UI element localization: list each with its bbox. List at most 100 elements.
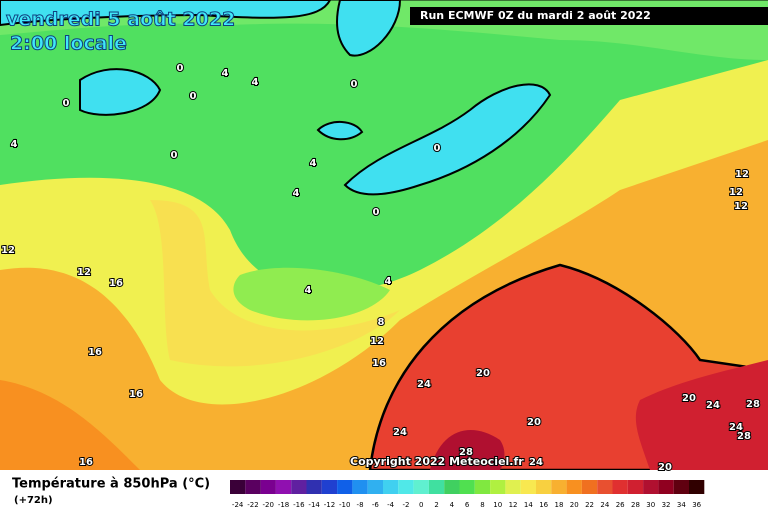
- legend-label: 22: [585, 501, 594, 509]
- green-pocket: [233, 267, 390, 321]
- legend-label: 24: [600, 501, 609, 509]
- legend-swatch: [612, 480, 628, 494]
- forecast-time: 2:00 locale: [10, 33, 127, 55]
- legend-label: 28: [631, 501, 640, 509]
- legend-swatch: [597, 480, 613, 494]
- cold-zone-iceland: [316, 121, 364, 141]
- legend-swatch: [367, 480, 383, 494]
- contour-label: 24: [706, 400, 720, 411]
- cold-zone-top: [0, 0, 332, 27]
- legend-label: 0: [419, 501, 423, 509]
- legend-swatch: [520, 480, 536, 494]
- deep-orange-zone: [0, 380, 140, 470]
- legend-label: 20: [570, 501, 579, 509]
- legend-swatch: [643, 480, 659, 494]
- contour-label: 0: [351, 79, 358, 90]
- copyright: Copyright 2022 Meteociel.fr: [350, 455, 524, 468]
- legend-label: 14: [524, 501, 533, 509]
- contour-label: 20: [658, 462, 672, 473]
- legend-swatch: [581, 480, 598, 494]
- contour-label: 4: [222, 68, 229, 79]
- legend-label: -18: [278, 501, 289, 509]
- contour-label: 0: [171, 150, 178, 161]
- dark-red-zone: [635, 360, 768, 470]
- legend-label: 16: [539, 501, 548, 509]
- legend-label: 10: [493, 501, 502, 509]
- contour-label: 12: [734, 201, 748, 212]
- legend-label: 12: [509, 501, 518, 509]
- legend-label: -22: [247, 501, 258, 509]
- cold-zone-north: [336, 0, 402, 57]
- contour-label: 24: [393, 427, 407, 438]
- footer-subtitle: (+72h): [14, 495, 53, 506]
- hot-core: [430, 430, 505, 470]
- footer-title: Température à 850hPa (°C): [12, 477, 210, 492]
- legend-swatch: [413, 480, 429, 494]
- legend-swatch: [689, 480, 705, 494]
- legend-label: 4: [450, 501, 455, 509]
- contour-label: 28: [459, 447, 473, 458]
- contour-label: 4: [310, 158, 317, 169]
- legend-swatch: [245, 480, 261, 494]
- legend-swatch: [230, 480, 246, 494]
- contour-label: 4: [385, 276, 392, 287]
- legend-swatch: [337, 480, 353, 494]
- contour-label: 4: [305, 285, 312, 296]
- legend-swatch: [444, 480, 460, 494]
- run-label: Run ECMWF 0Z du mardi 2 août 2022: [420, 9, 651, 22]
- legend-swatch: [658, 480, 674, 494]
- forecast-date: vendredi 5 août 2022: [6, 9, 235, 31]
- legend-swatch: [428, 480, 445, 494]
- contour-label: 0: [373, 207, 380, 218]
- legend-swatch: [551, 480, 567, 494]
- cold-zone-greenland: [79, 68, 162, 116]
- contour-label: 28: [746, 399, 760, 410]
- legend-label: 6: [465, 501, 470, 509]
- legend-swatch: [306, 480, 322, 494]
- contour-label: 0: [177, 63, 184, 74]
- legend-swatch: [536, 480, 552, 494]
- legend-swatch: [673, 480, 689, 494]
- legend-label: -2: [402, 501, 409, 509]
- legend-label: -6: [372, 501, 380, 509]
- legend-swatch: [627, 480, 644, 494]
- contour-label: 24: [729, 422, 743, 433]
- legend-swatch: [260, 480, 276, 494]
- contour-label: 12: [735, 169, 749, 180]
- contour-label: 0: [190, 91, 197, 102]
- legend-label: -24: [232, 501, 244, 509]
- contour-label: 16: [129, 389, 143, 400]
- legend-label: 32: [662, 501, 671, 509]
- contour-label: 16: [109, 278, 123, 289]
- legend-label: -4: [387, 501, 395, 509]
- legend-swatch: [352, 480, 368, 494]
- legend-label: -20: [263, 501, 274, 509]
- contour-label: 4: [252, 77, 259, 88]
- contour-label: 24: [529, 457, 543, 468]
- legend-label: -10: [339, 501, 350, 509]
- legend-swatch: [505, 480, 521, 494]
- contour-label: 24: [417, 379, 431, 390]
- light-yellow-zone: [150, 200, 400, 367]
- run-box: [410, 7, 768, 25]
- legend-swatch: [474, 480, 491, 494]
- legend-label: -14: [308, 501, 320, 509]
- contour-label: 12: [77, 267, 91, 278]
- contour-label: 28: [737, 431, 751, 442]
- legend-swatch: [321, 480, 338, 494]
- legend-label: -16: [293, 501, 305, 509]
- contour-label: 12: [370, 336, 384, 347]
- legend-label: -8: [357, 501, 364, 509]
- legend-label: 30: [646, 501, 655, 509]
- contour-label: 16: [79, 457, 93, 468]
- legend-label: 2: [434, 501, 438, 509]
- legend-label: 18: [554, 501, 563, 509]
- legend-swatch: [291, 480, 307, 494]
- legend-swatch: [490, 480, 506, 494]
- contour-label: 16: [88, 347, 102, 358]
- legend-label: -12: [324, 501, 335, 509]
- contour-label: 0: [63, 98, 70, 109]
- legend-label: 34: [677, 501, 686, 509]
- contour-label: 20: [476, 368, 490, 379]
- legend-swatch: [566, 480, 582, 494]
